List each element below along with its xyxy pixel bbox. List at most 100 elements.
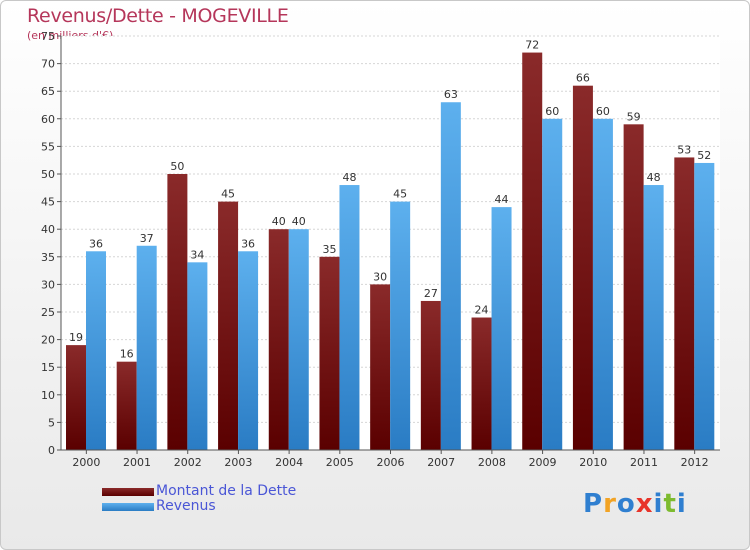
bars-group: 19 36 16 37 50 34 45 36 40 40 35 48 30 45 27 63 24 44 72 60… (66, 39, 715, 451)
x-tick-label: 2012 (681, 456, 709, 469)
bar-dette (370, 284, 391, 450)
value-label-dette: 19 (69, 331, 83, 344)
bar-dette (66, 345, 86, 450)
y-tick-label: 10 (41, 389, 55, 402)
logo-letter: t (663, 489, 677, 519)
value-label-dette: 59 (627, 110, 641, 123)
axes-lines (60, 36, 720, 451)
bar-dette (319, 256, 340, 450)
y-tick-label: 50 (41, 168, 55, 181)
value-label-revenus: 48 (342, 171, 356, 184)
y-tick-label: 70 (41, 58, 55, 71)
value-label-dette: 35 (322, 243, 336, 256)
y-tick-label: 30 (41, 278, 55, 291)
y-tick-label: 65 (41, 85, 55, 98)
x-tick-label: 2009 (529, 456, 557, 469)
y-axis: 0 5 10 15 20 25 30 35 40 45 50 55 60 65 70 75 (41, 30, 61, 457)
y-tick-label: 0 (48, 444, 55, 457)
logo-letter: i (653, 489, 664, 519)
value-label-revenus: 37 (140, 232, 154, 245)
bar-revenus (288, 229, 309, 450)
value-label-dette: 30 (373, 270, 387, 283)
x-tick-label: 2007 (427, 456, 455, 469)
bar-dette (674, 157, 695, 450)
bar-revenus (491, 207, 512, 450)
bar-dette (623, 124, 644, 450)
value-label-revenus: 48 (647, 171, 661, 184)
bar-revenus (592, 118, 613, 451)
legend-swatch-dette (102, 488, 154, 496)
value-label-revenus: 45 (393, 188, 407, 201)
bar-revenus (390, 201, 411, 450)
bar-dette (218, 201, 239, 450)
y-tick-label: 25 (41, 306, 55, 319)
value-label-revenus: 63 (444, 88, 458, 101)
value-label-dette: 40 (272, 215, 286, 228)
value-label-dette: 53 (677, 143, 691, 156)
value-label-revenus: 60 (596, 105, 610, 118)
x-tick-label: 2005 (326, 456, 354, 469)
legend-label-dette: Montant de la Dette (156, 483, 297, 499)
bar-revenus (187, 262, 208, 450)
bar-dette (268, 229, 289, 450)
x-tick-label: 2008 (478, 456, 506, 469)
value-label-dette: 16 (120, 348, 134, 361)
x-axis: 2000 2001 2002 2003 2004 2005 2006 2007 2008 2009… (72, 450, 709, 469)
value-label-dette: 45 (221, 188, 235, 201)
value-label-revenus: 52 (697, 149, 711, 162)
value-label-dette: 27 (424, 287, 438, 300)
proxiti-logo: Proxiti (583, 489, 687, 519)
value-label-revenus: 44 (495, 193, 509, 206)
value-label-revenus: 36 (241, 237, 255, 250)
bar-dette (572, 85, 593, 451)
value-label-dette: 66 (576, 72, 590, 85)
bar-dette (522, 52, 543, 451)
value-label-revenus: 60 (545, 105, 559, 118)
x-tick-label: 2006 (377, 456, 405, 469)
legend-swatch-revenus (102, 503, 154, 511)
bar-dette (420, 300, 441, 450)
x-tick-label: 2004 (275, 456, 303, 469)
x-tick-label: 2001 (123, 456, 151, 469)
bar-dette (116, 361, 137, 450)
y-tick-label: 40 (41, 223, 55, 236)
bar-revenus (339, 185, 360, 451)
y-tick-label: 75 (41, 30, 55, 43)
bar-revenus (542, 118, 563, 451)
logo-letter: i (676, 489, 687, 519)
value-label-revenus: 36 (89, 237, 103, 250)
bar-dette (167, 174, 188, 450)
y-tick-label: 60 (41, 113, 55, 126)
x-tick-label: 2010 (579, 456, 607, 469)
x-tick-label: 2002 (174, 456, 202, 469)
legend-label-revenus: Revenus (156, 498, 216, 514)
bar-revenus (694, 162, 715, 450)
y-tick-label: 5 (48, 416, 55, 429)
bar-revenus (440, 102, 461, 451)
chart-title: Revenus/Dette - MOGEVILLE (27, 5, 289, 27)
bar-dette (471, 317, 492, 450)
value-label-revenus: 40 (292, 215, 306, 228)
value-label-dette: 24 (475, 304, 489, 317)
logo-letter: o (616, 489, 636, 519)
logo-letter: r (603, 489, 617, 519)
value-label-dette: 50 (170, 160, 184, 173)
y-tick-label: 15 (41, 361, 55, 374)
bar-revenus (86, 251, 106, 450)
y-tick-label: 55 (41, 140, 55, 153)
y-tick-label: 35 (41, 251, 55, 264)
x-tick-label: 2003 (224, 456, 252, 469)
value-label-dette: 72 (525, 39, 539, 52)
x-tick-label: 2011 (630, 456, 658, 469)
value-label-revenus: 34 (190, 248, 204, 261)
bar-revenus (643, 185, 664, 451)
y-tick-label: 45 (41, 196, 55, 209)
bar-revenus (136, 245, 157, 450)
bar-revenus (238, 251, 259, 450)
logo-letter: P (583, 489, 604, 519)
y-tick-label: 20 (41, 334, 55, 347)
x-tick-label: 2000 (72, 456, 100, 469)
logo-letter: x (635, 489, 654, 519)
